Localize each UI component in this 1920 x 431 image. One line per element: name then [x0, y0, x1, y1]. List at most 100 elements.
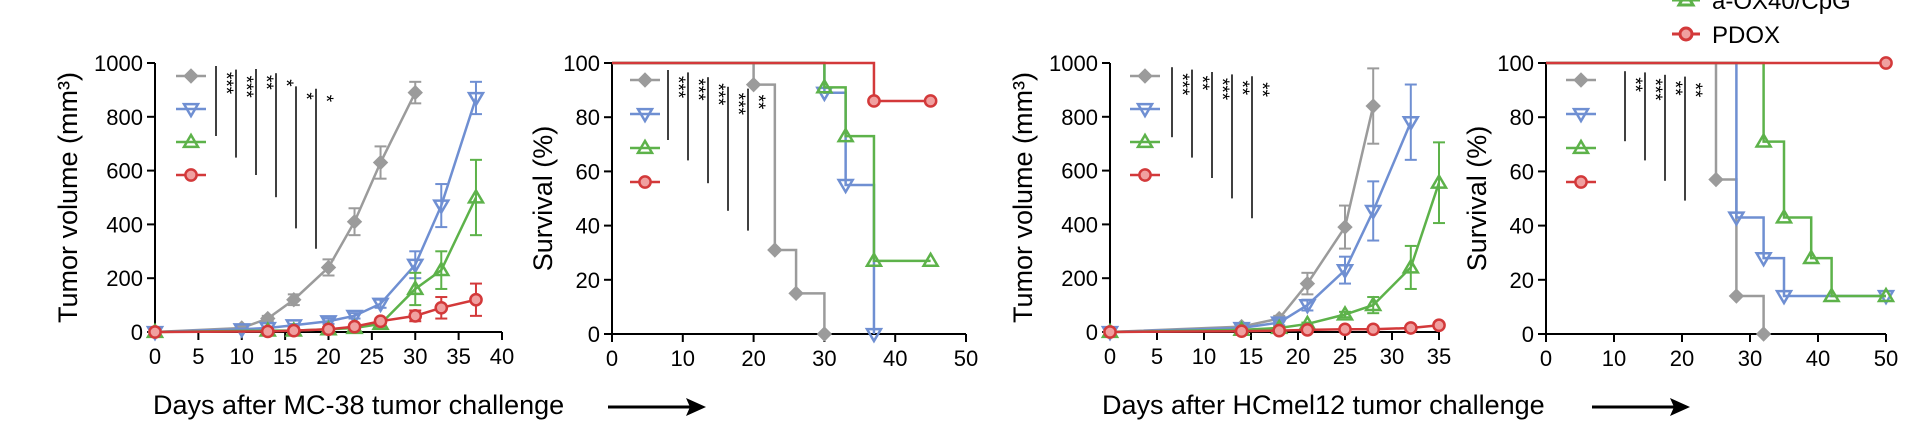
data-point-3 [1755, 326, 1772, 342]
data-point-1 [815, 77, 834, 94]
data-point-3 [864, 251, 884, 267]
data-point-4 [921, 251, 940, 267]
data-point-3 [286, 292, 302, 308]
data-point-8 [466, 188, 486, 204]
x-tick-label-5: 50 [1874, 346, 1898, 371]
legend-key-marker-3 [1574, 175, 1588, 189]
significance-label-0: *** [1171, 73, 1192, 96]
data-point-3 [1802, 248, 1821, 265]
significance-label-1: *** [687, 78, 708, 101]
y-tick-label-3: 60 [1510, 159, 1534, 184]
significance-label-3: ** [1684, 83, 1705, 98]
data-point-4 [816, 326, 833, 342]
data-point-3 [1774, 289, 1794, 306]
significance-label-0: *** [215, 72, 236, 95]
data-point-3 [1300, 322, 1315, 337]
data-point-8 [469, 292, 483, 307]
legend-key-2 [1566, 138, 1596, 155]
data-point-4 [1335, 305, 1355, 321]
series-line-2 [1546, 61, 1886, 298]
legend-key-1 [630, 107, 660, 124]
significance-label-1: *** [1644, 78, 1665, 101]
data-point-5 [1364, 295, 1383, 312]
y-tick-label-3: 600 [1061, 159, 1098, 184]
significance-label-1: *** [235, 76, 256, 99]
data-point-5 [346, 214, 363, 230]
y-tick-label-1: 200 [106, 266, 143, 291]
legend-entry-1: PDOX [1672, 22, 1780, 49]
y-tick-label-0: 0 [131, 320, 143, 345]
data-point-5 [1365, 98, 1381, 114]
data-point-6 [1403, 321, 1418, 335]
legend-key-3 [630, 175, 660, 189]
data-point-5 [345, 309, 364, 326]
legend-key-marker-0 [637, 72, 653, 88]
data-point-4 [1337, 219, 1353, 235]
x-tick-label-5: 25 [360, 344, 384, 369]
data-point-0 [1103, 325, 1117, 339]
x-tick-label-4: 40 [1806, 346, 1830, 371]
significance-label-3: ** [1231, 80, 1252, 95]
series-line-0 [154, 92, 417, 334]
data-point-2 [836, 126, 855, 143]
data-point-2 [1754, 251, 1773, 268]
series-3 [1546, 56, 1893, 70]
legend-key-3 [1130, 168, 1160, 182]
data-point-6 [371, 297, 390, 314]
legend-key-marker-2 [181, 132, 201, 149]
data-point-3 [321, 322, 336, 337]
data-point-4 [1335, 263, 1355, 280]
data-point-6 [1401, 116, 1420, 132]
series-2 [612, 61, 940, 267]
caption-left-text: Days after MC-38 tumor challenge [153, 390, 564, 420]
legend-label-0: a-OX40/CpG [1712, 0, 1851, 15]
data-point-2 [767, 242, 783, 258]
x-tick-label-2: 20 [741, 346, 765, 371]
x-tick-label-6: 30 [1380, 344, 1404, 369]
x-tick-label-7: 35 [446, 344, 470, 369]
data-point-6 [408, 309, 423, 323]
series-0 [612, 61, 833, 342]
x-tick-label-5: 25 [1333, 344, 1357, 369]
x-tick-label-0: 0 [1540, 346, 1552, 371]
data-point-2 [1270, 316, 1289, 333]
x-tick-label-4: 20 [316, 344, 340, 369]
significance-label-5: * [315, 95, 336, 103]
data-point-1 [260, 324, 275, 339]
data-point-8 [432, 199, 451, 216]
y-axis-label: Tumor volume (mm³) [53, 72, 83, 323]
series-2 [1546, 61, 1896, 303]
series-line-2 [1109, 182, 1441, 334]
significance-label-2: ** [255, 75, 276, 90]
legend-key-0 [1130, 68, 1160, 84]
x-tick-label-3: 30 [1738, 346, 1762, 371]
data-point-7 [434, 300, 449, 315]
significance-label-3: * [275, 79, 296, 87]
legend-key-marker-2 [1571, 138, 1591, 155]
data-point-7 [407, 84, 423, 101]
chart-panel-2: 0 5 10 15 20 25 30 35 0 200 400 600 800 1000 Tumor vol… [1008, 51, 1451, 369]
x-tick-label-4: 20 [1286, 344, 1310, 369]
data-point-5 [1876, 286, 1896, 303]
data-point-2 [1728, 288, 1745, 304]
y-tick-label-4: 800 [106, 105, 143, 130]
significance-label-2: ** [1664, 81, 1685, 96]
legend-key-1 [1130, 102, 1160, 119]
y-tick-label-1: 20 [576, 268, 600, 293]
significance-brackets: *** *** ** ** * [215, 66, 336, 249]
data-point-2 [286, 323, 301, 338]
x-tick-label-1: 10 [671, 346, 695, 371]
y-tick-label-0: 0 [588, 322, 600, 347]
y-tick-label-5: 1000 [94, 51, 143, 76]
legend-key-marker-3 [638, 175, 652, 189]
y-tick-label-0: 0 [1522, 322, 1534, 347]
legend-label-1: PDOX [1712, 22, 1780, 49]
y-tick-label-1: 20 [1510, 268, 1534, 293]
y-tick-label-0: 0 [1086, 320, 1098, 345]
x-tick-label-1: 5 [1151, 344, 1163, 369]
significance-label-2: *** [707, 83, 728, 106]
series-line-1 [1109, 121, 1412, 334]
